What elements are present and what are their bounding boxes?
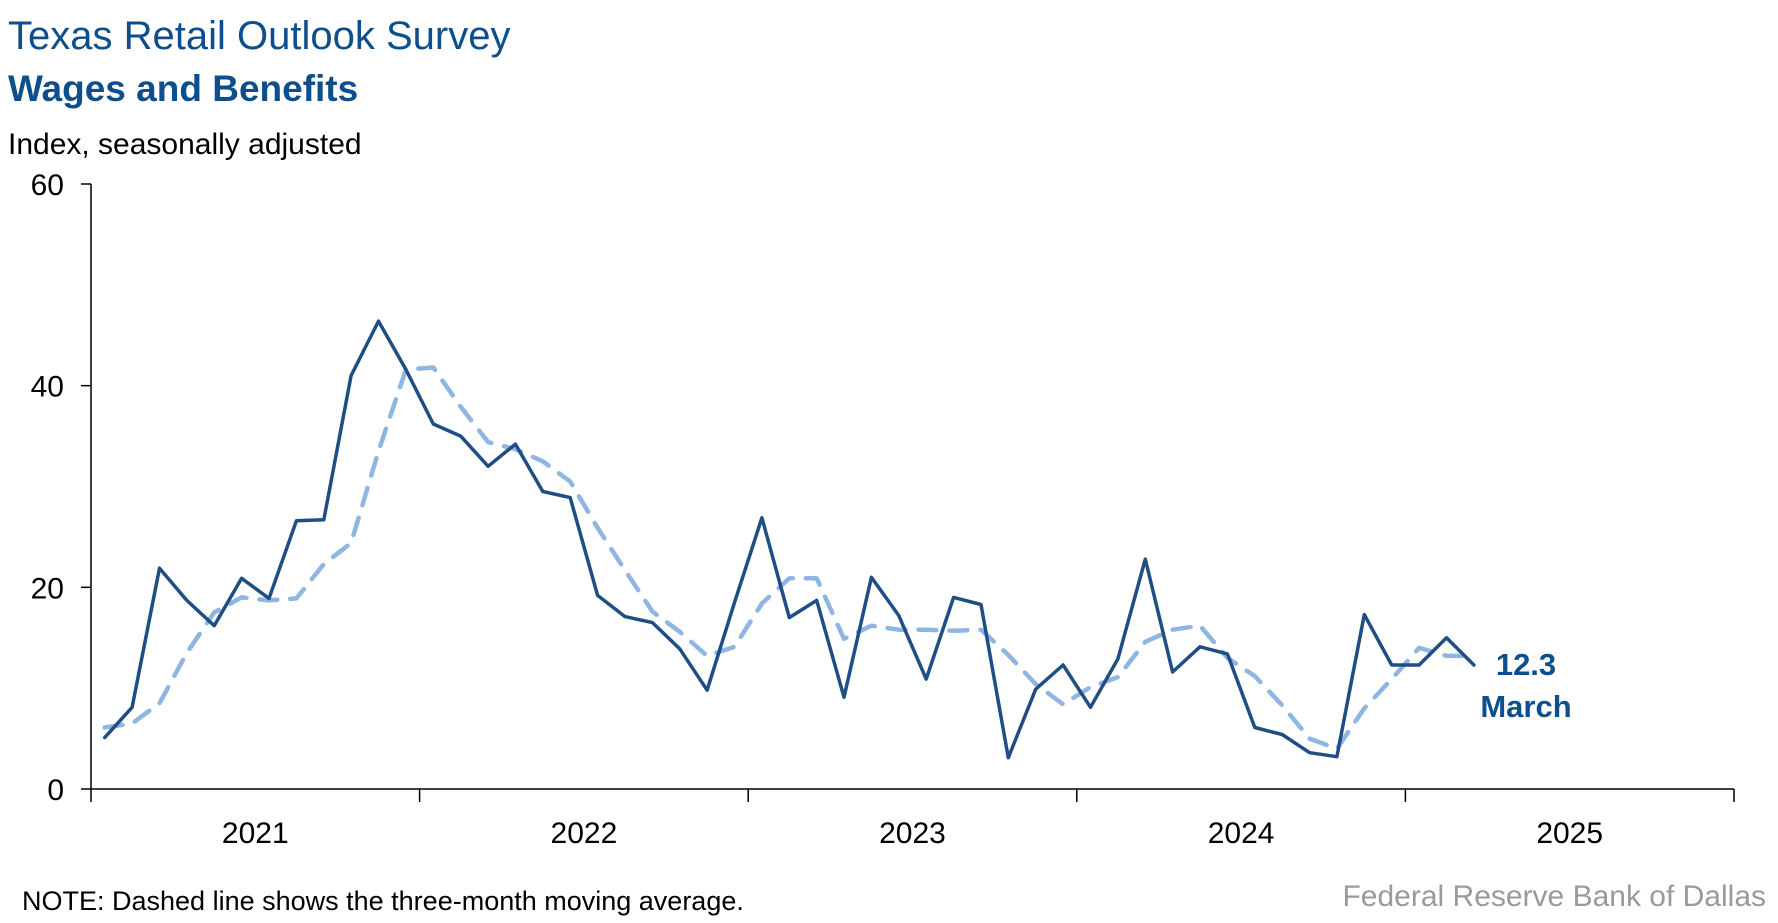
chart-title: Wages and Benefits bbox=[8, 68, 358, 109]
x-tick-label: 2022 bbox=[551, 817, 618, 850]
last-value-label: 12.3 bbox=[1496, 647, 1556, 682]
x-tick-label: 2021 bbox=[222, 817, 289, 850]
footnote: NOTE: Dashed line shows the three-month … bbox=[22, 886, 744, 916]
x-tick-label: 2025 bbox=[1536, 817, 1603, 850]
unit-label: Index, seasonally adjusted bbox=[8, 128, 362, 161]
moving-average-line bbox=[102, 365, 1477, 751]
x-ticks: 2021 2022 2023 2024 2025 bbox=[90, 789, 1735, 850]
x-tick-label: 2024 bbox=[1208, 817, 1275, 850]
y-tick-label: 60 bbox=[31, 169, 64, 202]
series-layer bbox=[102, 319, 1477, 760]
x-tick-label: 2023 bbox=[879, 817, 946, 850]
y-tick-label: 0 bbox=[47, 774, 64, 807]
index-line bbox=[102, 319, 1476, 760]
axes bbox=[90, 184, 1734, 790]
survey-title: Texas Retail Outlook Survey bbox=[8, 14, 510, 58]
y-ticks: 0 20 40 60 bbox=[31, 169, 91, 807]
y-tick-label: 40 bbox=[31, 371, 64, 404]
y-tick-label: 20 bbox=[31, 572, 64, 605]
last-month-label: March bbox=[1480, 689, 1571, 724]
source-label: Federal Reserve Bank of Dallas bbox=[1342, 880, 1766, 913]
